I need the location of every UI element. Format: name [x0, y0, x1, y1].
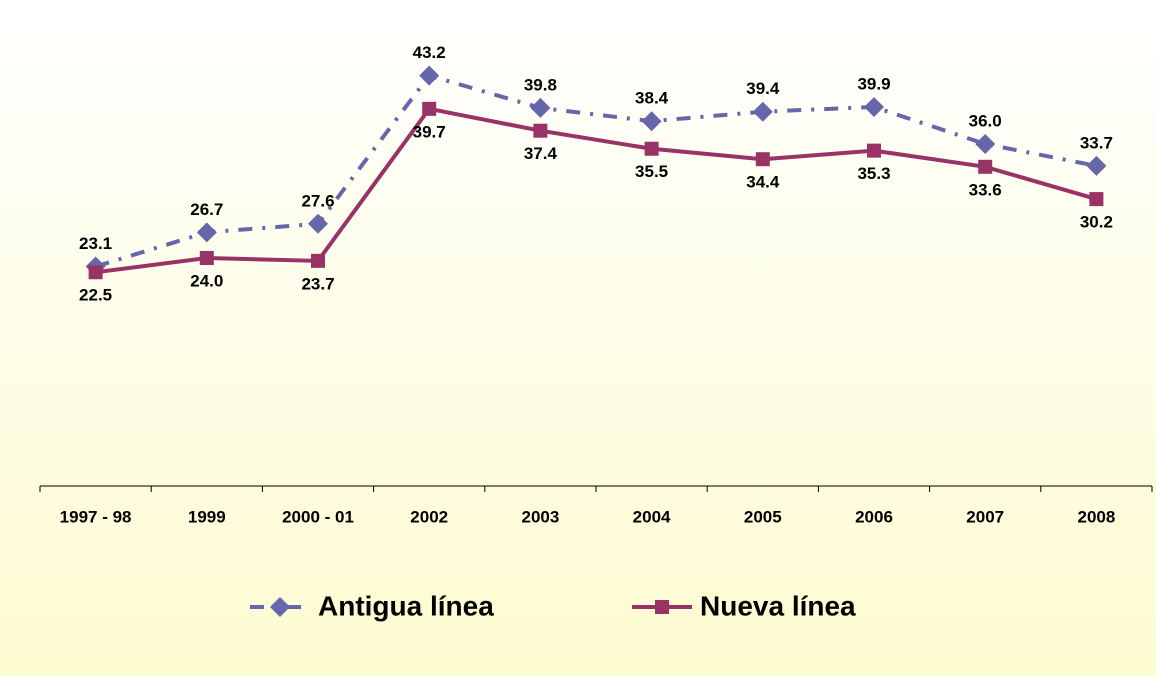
x-tick-label: 2006	[855, 507, 893, 526]
point	[88, 265, 103, 280]
data-label: 24.0	[190, 271, 223, 290]
data-label: 30.2	[1080, 213, 1113, 232]
x-tick-label: 1997 - 98	[60, 507, 132, 526]
point	[422, 101, 437, 116]
point	[308, 213, 328, 234]
data-label: 33.6	[969, 180, 1002, 199]
point	[644, 141, 659, 156]
x-tick-label: 2008	[1077, 507, 1115, 526]
data-label: 37.4	[524, 144, 558, 163]
legend-marker	[655, 600, 669, 614]
legend-label: Nueva línea	[700, 590, 856, 621]
data-label: 36.0	[969, 111, 1002, 130]
legend-label: Antigua línea	[318, 590, 494, 621]
legend-marker	[270, 597, 290, 617]
point	[311, 253, 325, 268]
data-label: 39.8	[524, 75, 557, 94]
point	[864, 96, 884, 117]
data-label: 23.1	[79, 234, 112, 253]
point	[755, 152, 770, 167]
x-tick-label: 2005	[744, 507, 782, 526]
x-tick-label: 1999	[188, 507, 226, 526]
x-tick-label: 2003	[521, 507, 559, 526]
data-label: 34.4	[746, 173, 780, 192]
point	[196, 222, 217, 243]
data-label: 39.7	[413, 122, 446, 141]
x-tick-label: 2004	[633, 507, 671, 526]
data-label: 27.6	[301, 191, 334, 210]
data-label: 33.7	[1080, 133, 1113, 152]
data-label: 26.7	[190, 200, 223, 219]
point	[752, 101, 773, 122]
data-label: 38.4	[635, 89, 669, 108]
data-label: 22.5	[79, 286, 112, 305]
data-label: 35.5	[635, 162, 668, 181]
x-tick-label: 2007	[966, 507, 1004, 526]
series-line	[95, 73, 1097, 269]
point	[641, 111, 662, 132]
point	[867, 143, 881, 158]
data-label: 35.3	[857, 164, 890, 183]
point	[419, 65, 440, 86]
point	[530, 97, 551, 118]
point	[533, 123, 548, 138]
point	[1086, 155, 1107, 176]
point	[1089, 192, 1104, 207]
data-label: 39.9	[857, 74, 890, 93]
x-tick-label: 2002	[410, 507, 448, 526]
x-tick-label: 2000 - 01	[282, 507, 354, 526]
data-label: 23.7	[301, 274, 334, 293]
data-label: 39.4	[746, 79, 780, 98]
data-label: 43.2	[413, 43, 446, 62]
point	[199, 251, 214, 265]
series-line	[95, 106, 1097, 275]
point	[975, 134, 996, 154]
point	[978, 159, 993, 174]
